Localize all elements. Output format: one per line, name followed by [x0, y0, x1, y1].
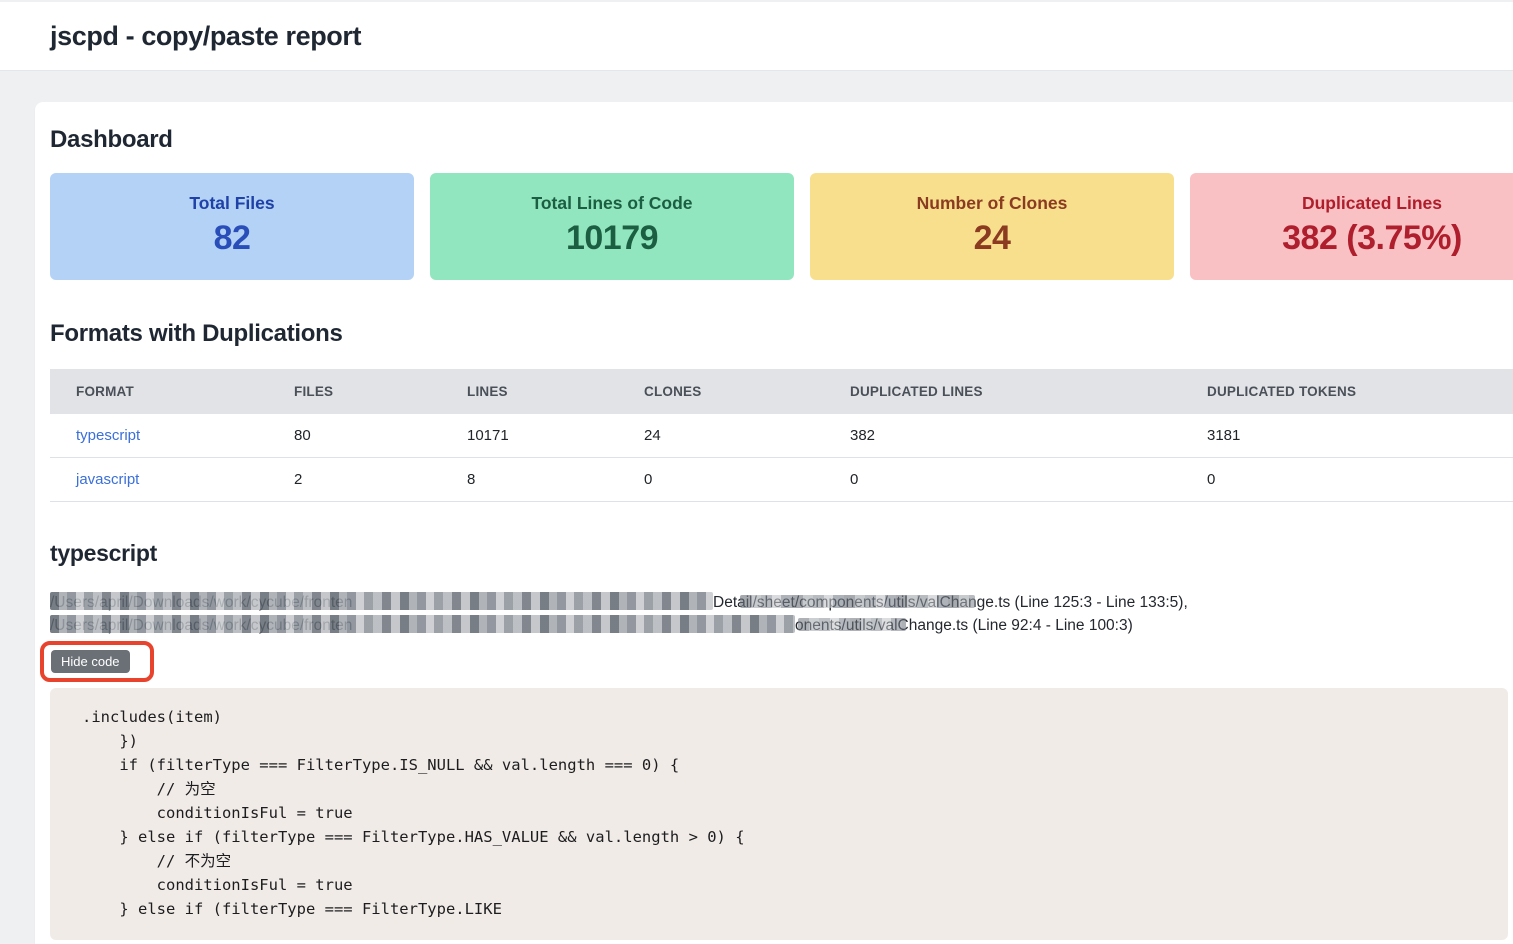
- cell-duplicated-lines: 0: [850, 471, 859, 488]
- redacted-path-segment: /Users/april/Downloads/work/cycube/front…: [50, 591, 713, 611]
- stat-label: Duplicated Lines: [1301, 193, 1443, 213]
- clone-file-path: /Users/april/Downloads/work/cycube/front…: [50, 591, 1513, 614]
- clone-file-paths: /Users/april/Downloads/work/cycube/front…: [50, 591, 1513, 637]
- col-header-format: FORMAT: [76, 384, 134, 399]
- col-header-lines: LINES: [467, 384, 508, 399]
- redaction-mosaic: [740, 595, 975, 608]
- formats-heading: Formats with Duplications: [50, 320, 343, 347]
- col-header-duplicated-lines: DUPLICATED LINES: [850, 384, 983, 399]
- dashboard-stats: Total Files 82 Total Lines of Code 10179…: [50, 173, 1513, 280]
- typescript-link[interactable]: typescript: [76, 427, 141, 444]
- cell-lines: 8: [467, 471, 476, 488]
- stat-label: Number of Clones: [916, 193, 1068, 213]
- duplicated-code-block: .includes(item) }) if (filterType === Fi…: [50, 688, 1508, 940]
- stat-card-duplicated-lines: Duplicated Lines 382 (3.75%): [1190, 173, 1513, 280]
- cell-duplicated-lines: 382: [850, 427, 876, 444]
- stat-card-total-files: Total Files 82: [50, 173, 414, 280]
- stat-label: Total Lines of Code: [531, 193, 693, 213]
- page-title: jscpd - copy/paste report: [50, 20, 362, 51]
- redaction-mosaic: [798, 618, 906, 631]
- stat-card-number-of-clones: Number of Clones 24: [810, 173, 1174, 280]
- typescript-section-heading: typescript: [50, 540, 157, 566]
- stat-label: Total Files: [189, 193, 275, 213]
- stat-card-total-lines: Total Lines of Code 10179: [430, 173, 794, 280]
- dashboard-heading: Dashboard: [50, 126, 173, 153]
- highlight-annotation-box: Hide code: [40, 641, 154, 682]
- redaction-mosaic: [50, 592, 713, 610]
- redacted-path-segment: /Users/april/Downloads/work/cycube/front…: [50, 614, 795, 634]
- stat-value: 82: [213, 219, 251, 257]
- cell-files: 2: [294, 471, 303, 488]
- cell-lines: 10171: [467, 427, 509, 444]
- stat-value: 382 (3.75%): [1282, 219, 1462, 257]
- javascript-link[interactable]: javascript: [76, 471, 140, 488]
- col-header-files: FILES: [294, 384, 334, 399]
- clone-file-path: /Users/april/Downloads/work/cycube/front…: [50, 614, 1513, 637]
- col-header-clones: CLONES: [644, 384, 702, 399]
- stat-value: 10179: [565, 219, 659, 257]
- table-row-typescript: typescript 80 10171 24 382 3181: [50, 414, 1513, 458]
- formats-table: FORMAT FILES LINES CLONES DUPLICATED LIN…: [50, 369, 1513, 502]
- redaction-mosaic: [50, 615, 795, 633]
- col-header-duplicated-tokens: DUPLICATED TOKENS: [1207, 384, 1357, 399]
- cell-files: 80: [294, 427, 311, 444]
- cell-clones: 24: [644, 427, 661, 444]
- cell-duplicated-tokens: 3181: [1207, 427, 1241, 444]
- top-bar: jscpd - copy/paste report: [0, 2, 1513, 71]
- cell-clones: 0: [644, 471, 653, 488]
- table-row-javascript: javascript 2 8 0 0 0: [50, 458, 1513, 502]
- main-card: Dashboard Total Files 82 Total Lines of …: [35, 102, 1513, 944]
- cell-duplicated-tokens: 0: [1207, 471, 1216, 488]
- hide-code-button[interactable]: Hide code: [51, 650, 130, 673]
- formats-table-header: FORMAT FILES LINES CLONES DUPLICATED LIN…: [50, 369, 1513, 414]
- hide-code-row: Hide code: [40, 641, 1513, 685]
- stat-value: 24: [973, 219, 1011, 257]
